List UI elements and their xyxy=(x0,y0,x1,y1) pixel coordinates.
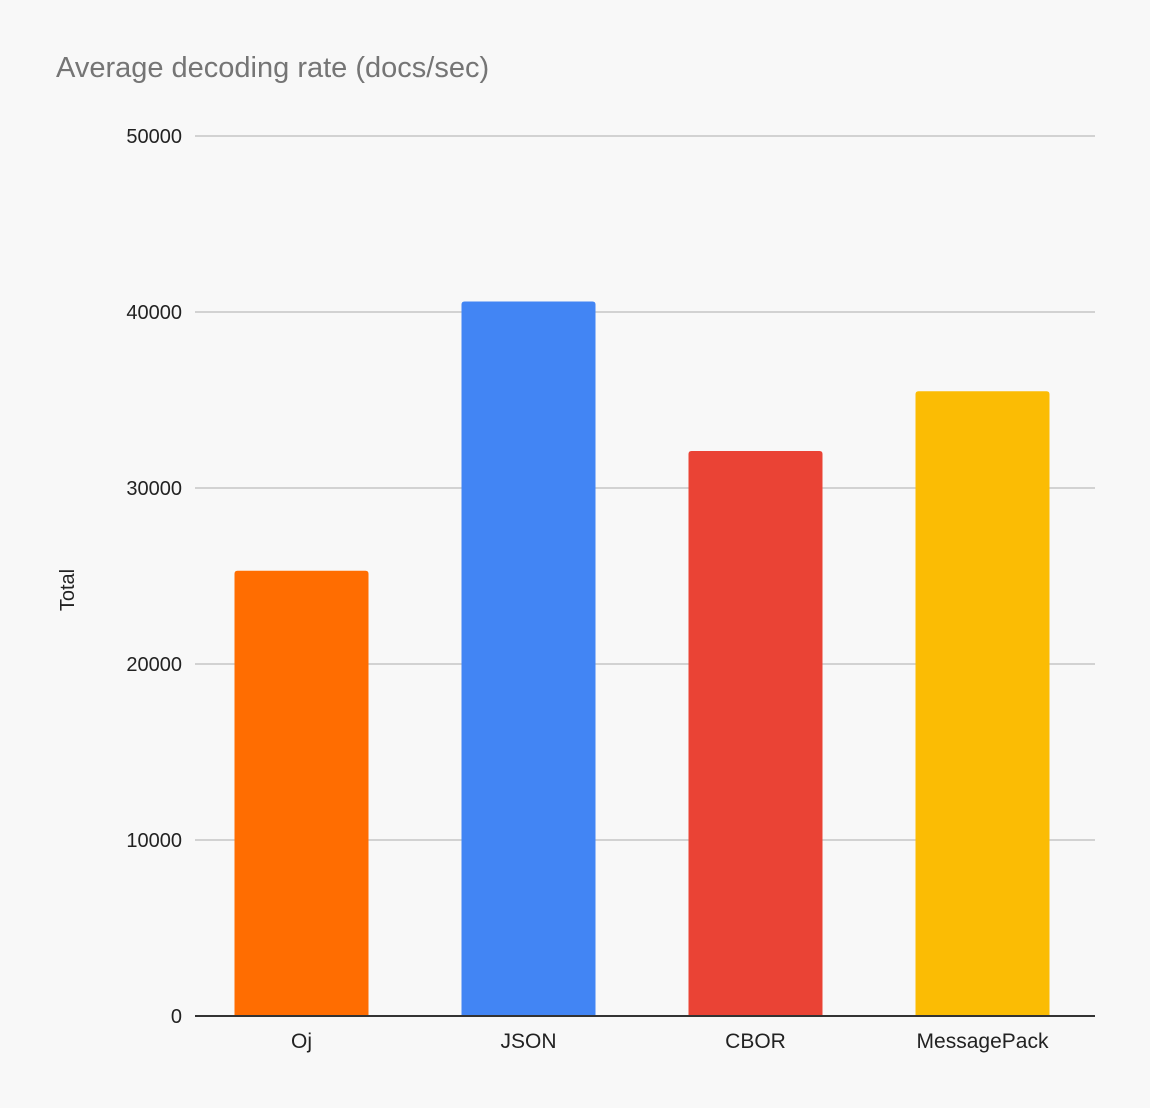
bar-json xyxy=(461,301,596,1016)
y-axis-label: Total xyxy=(57,569,79,611)
y-tick-label: 30000 xyxy=(126,478,182,500)
x-tick-label: JSON xyxy=(500,1030,556,1053)
y-tick-label: 50000 xyxy=(126,126,182,148)
x-tick-label: CBOR xyxy=(725,1030,786,1053)
bar-messagepack xyxy=(915,391,1050,1016)
y-tick-label: 40000 xyxy=(126,302,182,324)
bar-oj xyxy=(234,570,369,1016)
y-tick-label: 10000 xyxy=(126,830,182,852)
x-tick-label: Oj xyxy=(291,1030,312,1053)
y-tick-label: 20000 xyxy=(126,654,182,676)
x-tick-label: MessagePack xyxy=(917,1030,1049,1053)
y-tick-label: 0 xyxy=(171,1006,182,1028)
bar-cbor xyxy=(688,451,823,1016)
chart-title: Average decoding rate (docs/sec) xyxy=(56,52,490,84)
